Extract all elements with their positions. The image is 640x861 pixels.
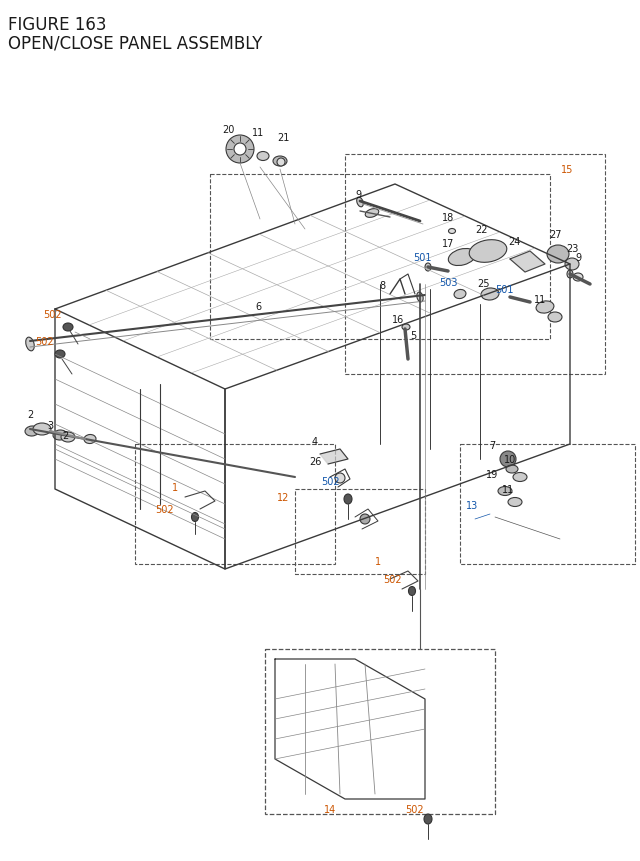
- Ellipse shape: [425, 263, 431, 272]
- Ellipse shape: [33, 424, 51, 436]
- Ellipse shape: [565, 258, 579, 270]
- Ellipse shape: [408, 587, 415, 596]
- Text: 502: 502: [321, 476, 339, 486]
- Text: 503: 503: [439, 278, 457, 288]
- Text: 11: 11: [252, 127, 264, 138]
- Ellipse shape: [26, 338, 35, 351]
- Ellipse shape: [365, 209, 379, 218]
- Ellipse shape: [191, 513, 198, 522]
- Ellipse shape: [513, 473, 527, 482]
- Ellipse shape: [506, 466, 518, 474]
- Ellipse shape: [53, 430, 67, 441]
- Ellipse shape: [469, 240, 507, 263]
- Text: 11: 11: [534, 294, 546, 305]
- Text: 10: 10: [504, 455, 516, 464]
- Ellipse shape: [344, 494, 352, 505]
- Text: 21: 21: [277, 133, 289, 143]
- Text: 13: 13: [466, 500, 478, 511]
- Text: OPEN/CLOSE PANEL ASSEMBLY: OPEN/CLOSE PANEL ASSEMBLY: [8, 34, 262, 52]
- Text: 8: 8: [379, 281, 385, 291]
- Circle shape: [500, 451, 516, 468]
- Ellipse shape: [508, 498, 522, 507]
- Text: 15: 15: [561, 164, 573, 175]
- Text: 501: 501: [495, 285, 513, 294]
- Ellipse shape: [55, 350, 65, 358]
- Circle shape: [360, 514, 370, 524]
- Text: 502: 502: [156, 505, 174, 514]
- Circle shape: [234, 144, 246, 156]
- Polygon shape: [510, 251, 545, 273]
- Ellipse shape: [536, 301, 554, 313]
- Text: 27: 27: [548, 230, 561, 239]
- Text: 3: 3: [47, 420, 53, 430]
- Ellipse shape: [424, 814, 432, 824]
- Circle shape: [277, 158, 285, 167]
- Text: 9: 9: [355, 189, 361, 200]
- Text: 19: 19: [486, 469, 498, 480]
- Text: 5: 5: [410, 331, 416, 341]
- Ellipse shape: [498, 487, 512, 496]
- Ellipse shape: [25, 426, 39, 437]
- Ellipse shape: [417, 293, 423, 302]
- Ellipse shape: [548, 313, 562, 323]
- Text: 23: 23: [566, 244, 578, 254]
- Bar: [295, 489, 425, 574]
- Ellipse shape: [567, 270, 573, 279]
- Ellipse shape: [63, 324, 73, 331]
- Ellipse shape: [257, 152, 269, 161]
- Circle shape: [226, 136, 254, 164]
- Text: 24: 24: [508, 237, 520, 247]
- Text: 7: 7: [489, 441, 495, 450]
- Text: 502: 502: [383, 574, 401, 585]
- Text: 11: 11: [502, 485, 514, 494]
- Bar: [210, 175, 550, 339]
- Ellipse shape: [454, 290, 466, 300]
- Ellipse shape: [449, 229, 456, 234]
- Text: 16: 16: [392, 314, 404, 325]
- Text: 14: 14: [324, 804, 336, 814]
- Text: 502: 502: [406, 804, 424, 814]
- Ellipse shape: [356, 198, 364, 208]
- Text: 22: 22: [476, 225, 488, 235]
- Text: 6: 6: [255, 301, 261, 312]
- Ellipse shape: [273, 157, 287, 167]
- Bar: [345, 155, 605, 375]
- Text: FIGURE 163: FIGURE 163: [8, 16, 106, 34]
- Polygon shape: [320, 449, 348, 464]
- Bar: [265, 649, 495, 814]
- Text: 4: 4: [312, 437, 318, 447]
- Text: 9: 9: [575, 253, 581, 263]
- Text: 18: 18: [442, 213, 454, 223]
- Text: 501: 501: [413, 253, 431, 263]
- Text: 502: 502: [43, 310, 61, 319]
- Text: 12: 12: [277, 492, 289, 503]
- Ellipse shape: [448, 249, 476, 266]
- Text: 17: 17: [442, 238, 454, 249]
- Text: 1: 1: [375, 556, 381, 567]
- Bar: [135, 444, 335, 564]
- Ellipse shape: [573, 274, 583, 282]
- Text: 1: 1: [172, 482, 178, 492]
- Ellipse shape: [84, 435, 96, 444]
- Bar: [460, 444, 635, 564]
- Circle shape: [335, 474, 345, 483]
- Text: 20: 20: [222, 125, 234, 135]
- Text: 2: 2: [27, 410, 33, 419]
- Ellipse shape: [481, 288, 499, 300]
- Ellipse shape: [547, 245, 569, 263]
- Text: 26: 26: [309, 456, 321, 467]
- Text: 25: 25: [477, 279, 490, 288]
- Ellipse shape: [402, 325, 410, 331]
- Text: 502: 502: [35, 337, 53, 347]
- Ellipse shape: [61, 432, 75, 443]
- Text: 2: 2: [62, 430, 68, 441]
